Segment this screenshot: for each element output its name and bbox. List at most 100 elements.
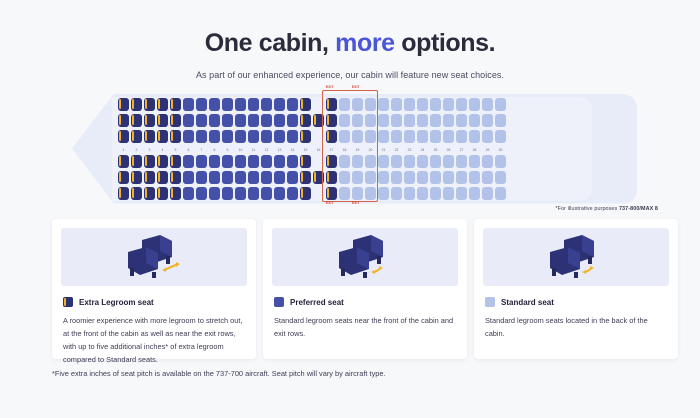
seat-std[interactable]: [430, 129, 441, 143]
seat-std[interactable]: [482, 170, 493, 184]
seat-pref[interactable]: [183, 97, 194, 111]
seat-extra[interactable]: [144, 154, 155, 168]
seat-extra[interactable]: [157, 186, 168, 200]
seat-std[interactable]: [430, 97, 441, 111]
seat-pref[interactable]: [287, 113, 298, 127]
seat-extra[interactable]: [170, 97, 181, 111]
seat-std[interactable]: [456, 170, 467, 184]
seat-std[interactable]: [404, 170, 415, 184]
seat-std[interactable]: [339, 154, 350, 168]
seat-extra[interactable]: [170, 129, 181, 143]
seat-std[interactable]: [495, 113, 506, 127]
seat-extra[interactable]: [118, 186, 129, 200]
seat-pref[interactable]: [274, 97, 285, 111]
seat-pref[interactable]: [183, 170, 194, 184]
seat-std[interactable]: [417, 170, 428, 184]
seat-extra[interactable]: [157, 97, 168, 111]
seat-std[interactable]: [456, 129, 467, 143]
seat-std[interactable]: [443, 113, 454, 127]
seat-std[interactable]: [365, 154, 376, 168]
seat-std[interactable]: [482, 186, 493, 200]
seat-extra[interactable]: [131, 186, 142, 200]
seat-std[interactable]: [391, 186, 402, 200]
seat-std[interactable]: [495, 170, 506, 184]
seat-pref[interactable]: [261, 97, 272, 111]
seat-std[interactable]: [378, 97, 389, 111]
seat-std[interactable]: [495, 97, 506, 111]
seat-std[interactable]: [417, 113, 428, 127]
seat-std[interactable]: [339, 129, 350, 143]
seat-pref[interactable]: [248, 170, 259, 184]
seat-std[interactable]: [339, 113, 350, 127]
seat-pref[interactable]: [248, 129, 259, 143]
seat-std[interactable]: [469, 186, 480, 200]
seat-std[interactable]: [456, 186, 467, 200]
seat-std[interactable]: [378, 186, 389, 200]
seat-std[interactable]: [404, 186, 415, 200]
seat-std[interactable]: [469, 97, 480, 111]
seat-extra[interactable]: [326, 170, 337, 184]
seat-pref[interactable]: [209, 113, 220, 127]
seat-std[interactable]: [339, 186, 350, 200]
seat-pref[interactable]: [248, 154, 259, 168]
seat-std[interactable]: [391, 97, 402, 111]
seat-std[interactable]: [495, 129, 506, 143]
seat-pref[interactable]: [209, 97, 220, 111]
seat-std[interactable]: [378, 154, 389, 168]
seat-std[interactable]: [456, 97, 467, 111]
seat-pref[interactable]: [274, 154, 285, 168]
seat-extra[interactable]: [300, 154, 311, 168]
seat-std[interactable]: [417, 154, 428, 168]
seat-std[interactable]: [339, 170, 350, 184]
seat-std[interactable]: [482, 154, 493, 168]
seat-extra[interactable]: [326, 97, 337, 111]
seat-std[interactable]: [443, 154, 454, 168]
seat-pref[interactable]: [287, 129, 298, 143]
seat-extra[interactable]: [157, 170, 168, 184]
seat-std[interactable]: [456, 154, 467, 168]
seat-pref[interactable]: [196, 113, 207, 127]
seat-pref[interactable]: [196, 186, 207, 200]
seat-std[interactable]: [443, 170, 454, 184]
seat-extra[interactable]: [131, 113, 142, 127]
seat-std[interactable]: [404, 113, 415, 127]
seat-std[interactable]: [430, 170, 441, 184]
seat-pref[interactable]: [248, 113, 259, 127]
seat-extra[interactable]: [144, 186, 155, 200]
seat-pref[interactable]: [196, 97, 207, 111]
seat-pref[interactable]: [222, 154, 233, 168]
seat-pref[interactable]: [222, 113, 233, 127]
seat-extra[interactable]: [118, 170, 129, 184]
seat-std[interactable]: [352, 113, 363, 127]
seat-std[interactable]: [456, 113, 467, 127]
seat-pref[interactable]: [274, 129, 285, 143]
seat-extra[interactable]: [131, 129, 142, 143]
seat-std[interactable]: [391, 129, 402, 143]
seat-extra[interactable]: [313, 113, 324, 127]
seat-extra[interactable]: [144, 170, 155, 184]
seat-extra[interactable]: [131, 170, 142, 184]
seat-std[interactable]: [495, 186, 506, 200]
seat-extra[interactable]: [157, 154, 168, 168]
seat-extra[interactable]: [300, 186, 311, 200]
seat-extra[interactable]: [326, 154, 337, 168]
seat-std[interactable]: [391, 113, 402, 127]
seat-extra[interactable]: [170, 186, 181, 200]
seat-std[interactable]: [404, 97, 415, 111]
seat-pref[interactable]: [183, 154, 194, 168]
seat-std[interactable]: [443, 97, 454, 111]
seat-pref[interactable]: [261, 186, 272, 200]
seat-std[interactable]: [404, 154, 415, 168]
seat-pref[interactable]: [274, 113, 285, 127]
seat-extra[interactable]: [170, 170, 181, 184]
seat-std[interactable]: [430, 186, 441, 200]
seat-std[interactable]: [417, 186, 428, 200]
seat-extra[interactable]: [326, 129, 337, 143]
seat-pref[interactable]: [261, 154, 272, 168]
seat-pref[interactable]: [196, 170, 207, 184]
seat-std[interactable]: [443, 186, 454, 200]
seat-std[interactable]: [417, 129, 428, 143]
seat-extra[interactable]: [170, 154, 181, 168]
seat-extra[interactable]: [118, 97, 129, 111]
seat-std[interactable]: [378, 129, 389, 143]
